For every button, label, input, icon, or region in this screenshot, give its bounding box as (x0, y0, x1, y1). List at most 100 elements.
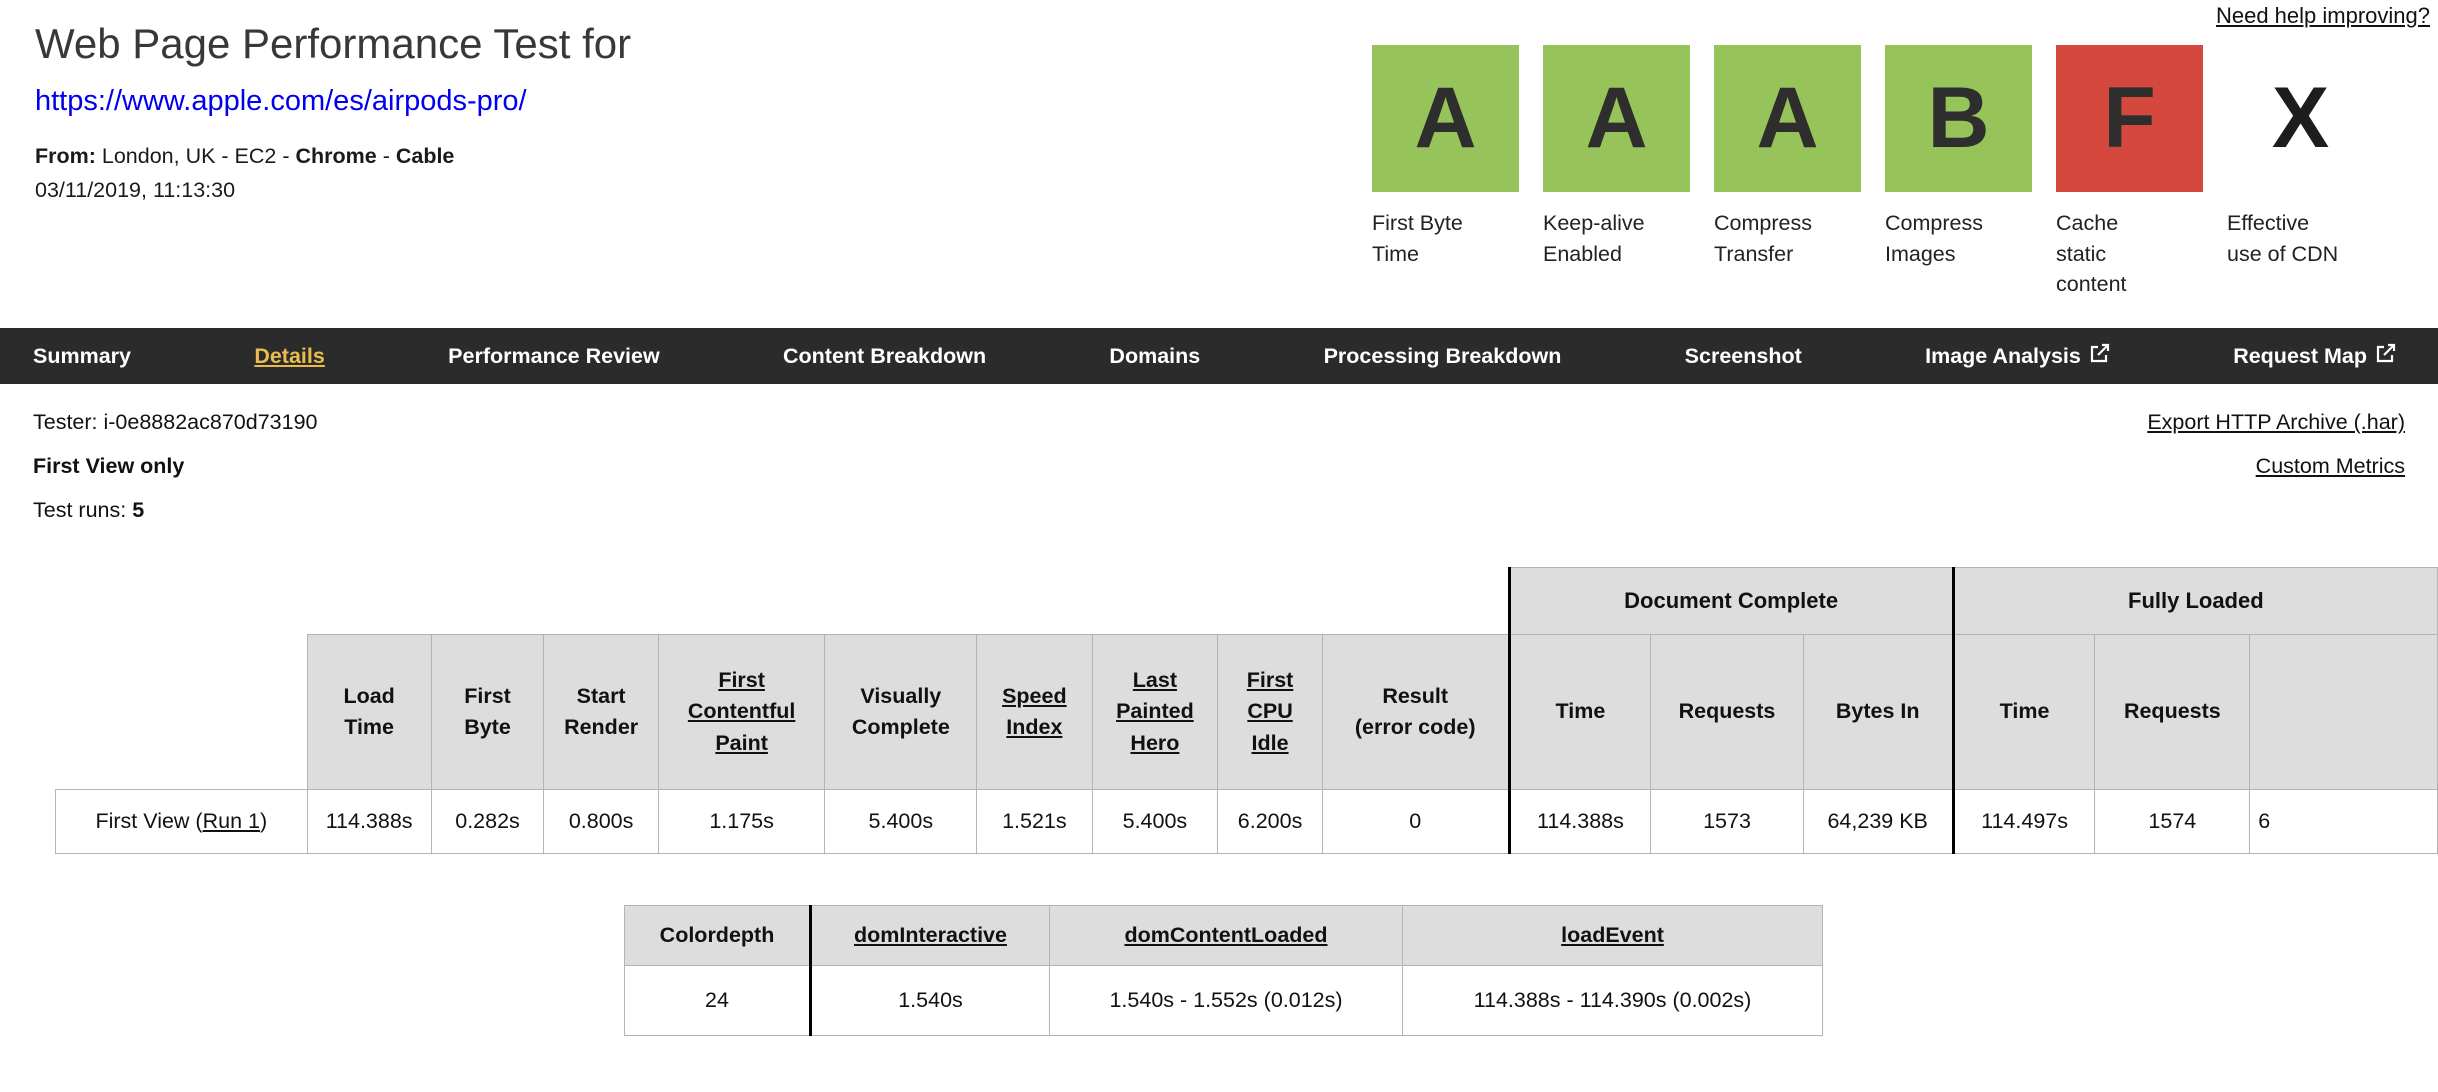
cell-result: 0 (1321, 789, 1510, 854)
nav-performance-review[interactable]: Performance Review (448, 343, 660, 368)
external-link-icon (2089, 343, 2110, 370)
grade-cdn: X Effective use of CDN (2227, 45, 2374, 300)
grade-label: Compress Transfer (1714, 211, 1812, 266)
group-header-row: Document Complete Fully Loaded (55, 567, 2438, 635)
export-links: Export HTTP Archive (.har) Custom Metric… (2147, 400, 2405, 488)
row-label-first-view: First View (Run 1) (55, 789, 308, 854)
col-header-load-time: Load Time (306, 634, 432, 790)
external-link-icon (2375, 343, 2396, 370)
col-header-load-event[interactable]: loadEvent (1402, 905, 1823, 966)
nav-label: Request Map (2233, 343, 2367, 368)
tested-url-link[interactable]: https://www.apple.com/es/airpods-pro/ (35, 84, 527, 117)
col-header-fl-requests: Requests (2094, 634, 2251, 790)
cell-dc-time: 114.388s (1507, 789, 1652, 854)
dom-table-data-row: 24 1.540s 1.540s - 1.552s (0.012s) 114.3… (624, 965, 1823, 1036)
cell-first-contentful-paint: 1.175s (657, 789, 826, 854)
col-header-colordepth: Colordepth (624, 905, 811, 966)
grade-label: Compress Images (1885, 211, 1983, 266)
grade-letter-box[interactable]: F (2056, 45, 2203, 192)
main-nav: Summary Details Performance Review Conte… (0, 328, 2438, 384)
test-runs-value: 5 (132, 498, 145, 522)
nav-processing-breakdown[interactable]: Processing Breakdown (1323, 343, 1562, 368)
first-view-run1-row: First View (Run 1) 114.388s 0.282s 0.800… (55, 789, 2438, 854)
column-header-row: Load Time First Byte Start Render First … (55, 634, 2438, 790)
cell-dom-content-loaded: 1.540s - 1.552s (0.012s) (1049, 965, 1403, 1036)
col-header-dom-interactive[interactable]: domInteractive (809, 905, 1050, 966)
col-header-first-contentful-paint[interactable]: First Contentful Paint (657, 634, 826, 790)
nav-image-analysis[interactable]: Image Analysis (1925, 343, 2110, 370)
grade-label: First Byte Time (1372, 211, 1463, 266)
col-header-dc-requests: Requests (1650, 634, 1804, 790)
col-header-first-cpu-idle[interactable]: First CPU Idle (1217, 634, 1323, 790)
col-header-first-byte: First Byte (430, 634, 545, 790)
row-label-header-spacer (55, 634, 308, 790)
grade-label: Cache static content (2056, 211, 2127, 297)
cell-first-cpu-idle: 6.200s (1217, 789, 1323, 854)
grade-label: Keep-alive Enabled (1543, 211, 1645, 266)
row-label-prefix: First View ( (95, 809, 203, 833)
tester-id: Tester: i-0e8882ac870d73190 (33, 410, 318, 434)
nav-screenshot[interactable]: Screenshot (1684, 343, 1802, 368)
from-location: London, UK - EC2 - (95, 143, 296, 168)
nav-request-map[interactable]: Request Map (2233, 343, 2396, 370)
from-separator: - (376, 143, 396, 168)
cell-dc-requests: 1573 (1650, 789, 1804, 854)
dom-table-header-row: Colordepth domInteractive domContentLoad… (624, 905, 1823, 966)
custom-metrics-link[interactable]: Custom Metrics (2255, 454, 2405, 478)
nav-summary[interactable]: Summary (33, 343, 131, 368)
grade-summary: A First Byte Time A Keep-alive Enabled A… (1372, 45, 2374, 300)
cell-start-render: 0.800s (543, 789, 659, 854)
grade-letter-box[interactable]: A (1543, 45, 1690, 192)
run-1-link[interactable]: Run 1 (202, 809, 260, 833)
dom-events-table: Colordepth domInteractive domContentLoad… (624, 905, 1823, 1036)
col-header-start-render: Start Render (543, 634, 659, 790)
grade-compress-images: B Compress Images (1885, 45, 2032, 300)
from-connection: Cable (395, 143, 455, 168)
col-header-last-painted-hero[interactable]: Last Painted Hero (1091, 634, 1219, 790)
row-label-suffix: ) (259, 809, 268, 833)
grade-letter-box[interactable]: B (1885, 45, 2032, 192)
cell-dom-interactive: 1.540s (809, 965, 1050, 1036)
cell-last-painted-hero: 5.400s (1091, 789, 1219, 854)
cell-load-time: 114.388s (306, 789, 432, 854)
page-title: Web Page Performance Test for (35, 20, 632, 67)
group-header-fully-loaded: Fully Loaded (1951, 567, 2438, 635)
col-header-speed-index[interactable]: Speed Index (976, 634, 1093, 790)
group-header-document-complete: Document Complete (1507, 567, 1954, 635)
from-label: From: (35, 143, 96, 168)
nav-content-breakdown[interactable]: Content Breakdown (783, 343, 987, 368)
cell-visually-complete: 5.400s (824, 789, 978, 854)
grade-compress-transfer: A Compress Transfer (1714, 45, 1861, 300)
test-runs-line: Test runs: 5 (33, 488, 318, 532)
results-table: Document Complete Fully Loaded Load Time… (55, 567, 2438, 854)
nav-label: Image Analysis (1925, 343, 2081, 368)
grade-first-byte-time: A First Byte Time (1372, 45, 1519, 300)
test-date: 03/11/2019, 11:13:30 (35, 177, 236, 202)
results-table-container: Document Complete Fully Loaded Load Time… (55, 567, 2438, 854)
cell-first-byte: 0.282s (430, 789, 545, 854)
test-runs-label: Test runs: (33, 498, 133, 522)
need-help-improving-link[interactable]: Need help improving? (2215, 3, 2430, 28)
grade-letter-box[interactable]: A (1372, 45, 1519, 192)
dom-events-table-container: Colordepth domInteractive domContentLoad… (624, 905, 1823, 1036)
col-header-dc-bytes-in: Bytes In (1802, 634, 1954, 790)
nav-details[interactable]: Details (254, 343, 325, 368)
from-browser: Chrome (295, 143, 377, 168)
grade-letter-box[interactable]: X (2271, 70, 2330, 166)
col-header-dom-content-loaded[interactable]: domContentLoaded (1049, 905, 1403, 966)
grade-label: Effective use of CDN (2227, 211, 2339, 266)
grade-letter-box[interactable]: A (1714, 45, 1861, 192)
cell-fl-requests: 1574 (2094, 789, 2251, 854)
test-location-line: From: London, UK - EC2 - Chrome - Cable (35, 144, 631, 169)
nav-domains[interactable]: Domains (1109, 343, 1201, 368)
export-har-link[interactable]: Export HTTP Archive (.har) (2147, 410, 2405, 434)
cell-speed-index: 1.521s (976, 789, 1093, 854)
cell-fl-time: 114.497s (1951, 789, 2096, 854)
group-header-spacer (55, 567, 1510, 635)
grade-cache-static: F Cache static content (2056, 45, 2203, 300)
col-header-result: Result (error code) (1321, 634, 1510, 790)
cell-colordepth: 24 (624, 965, 811, 1036)
col-header-dc-time: Time (1507, 634, 1652, 790)
col-header-fl-bytes-in-partial (2249, 634, 2438, 790)
